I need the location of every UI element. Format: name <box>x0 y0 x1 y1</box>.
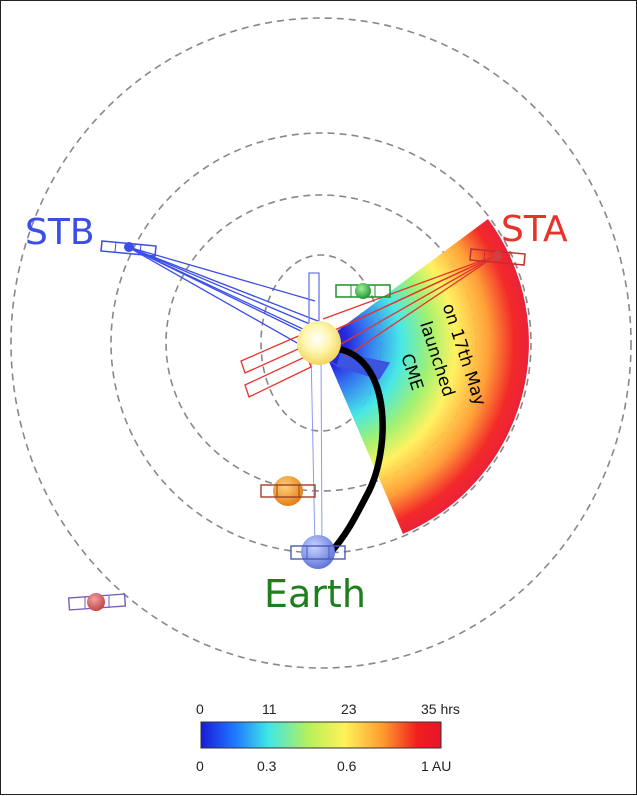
cme-track <box>326 345 386 557</box>
stb-spacecraft-icon <box>100 240 157 257</box>
venus-icon <box>260 476 316 506</box>
colorbar-bottom-tick: 0.3 <box>257 758 277 774</box>
orbit-mars <box>10 17 632 669</box>
colorbar-gradient <box>200 721 442 749</box>
earth-label: Earth <box>264 572 366 616</box>
cme-wedge <box>321 219 529 534</box>
sta-sightlines <box>240 254 498 398</box>
colorbar-bottom-tick: 1 AU <box>421 758 451 774</box>
colorbar-bottom-tick: 0 <box>196 758 204 774</box>
stb-label: STB <box>25 212 95 253</box>
colorbar-bottom-tick: 0.6 <box>337 758 357 774</box>
colorbar: 0 11 23 35 hrs 0 0.3 0.6 1 AU <box>196 701 460 774</box>
mercury-icon <box>335 283 391 299</box>
colorbar-top-tick: 11 <box>262 701 277 717</box>
colorbar-top-tick: 0 <box>196 701 204 717</box>
sta-label: STA <box>501 209 568 250</box>
mars-icon <box>67 593 127 611</box>
sta-spacecraft-icon <box>469 248 526 266</box>
colorbar-top-tick: 23 <box>341 701 357 717</box>
earth-icon <box>290 535 346 569</box>
sun-icon <box>297 321 341 365</box>
colorbar-top-tick: 35 hrs <box>421 701 460 717</box>
